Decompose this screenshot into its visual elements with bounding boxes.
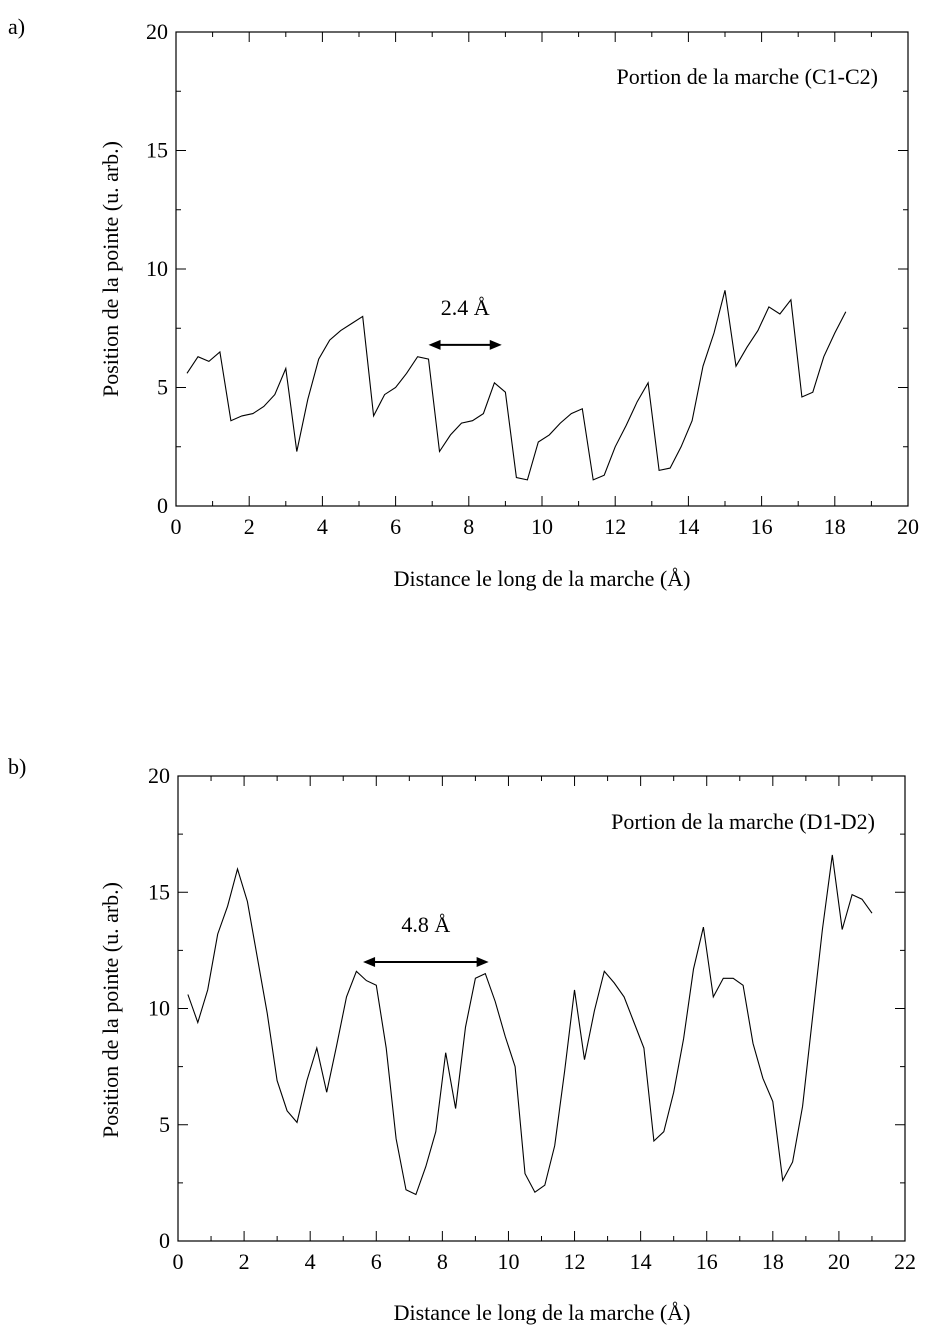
x-axis-label: Distance le long de la marche (Å) (394, 566, 691, 591)
spacing-label: 2.4 Å (441, 295, 490, 320)
x-tick-label: 6 (390, 514, 401, 539)
arrow-head-right (476, 957, 489, 967)
y-tick-label: 20 (148, 763, 170, 788)
spacing-label: 4.8 Å (401, 912, 450, 937)
x-tick-label: 14 (677, 514, 699, 539)
x-tick-label: 4 (305, 1249, 316, 1274)
panel-a: a) 0 2 4 6 8 10 12 14 16 18 20 0 5 10 15 20 Portion de… (8, 14, 919, 591)
x-axis-label: Distance le long de la marche (Å) (394, 1300, 691, 1325)
spacing-arrow (428, 339, 502, 350)
panel-label: a) (8, 14, 25, 39)
x-tick-label: 6 (371, 1249, 382, 1274)
panel-b: b) 0 2 4 6 8 10 12 14 16 18 20 22 0 5 10 15 20 Portion … (8, 754, 916, 1325)
spacing-arrow (363, 957, 489, 967)
x-tick-label: 20 (897, 514, 919, 539)
plot-frame (175, 31, 909, 507)
x-tick-label: 16 (751, 514, 773, 539)
y-axis-label: Position de la pointe (u. arb.) (98, 141, 123, 397)
y-tick-label: 0 (157, 493, 168, 518)
panel-label: b) (8, 754, 26, 779)
x-tick-labels: 0 2 4 6 8 10 12 14 16 18 20 22 (173, 1249, 917, 1274)
y-tick-label: 10 (148, 996, 170, 1021)
x-tick-label: 0 (173, 1249, 184, 1274)
x-tick-label: 2 (244, 514, 255, 539)
x-tick-label: 14 (630, 1249, 652, 1274)
x-tick-label: 10 (497, 1249, 519, 1274)
y-tick-label: 0 (159, 1228, 170, 1253)
y-tick-labels: 0 5 10 15 20 (148, 763, 170, 1253)
x-tick-label: 16 (696, 1249, 718, 1274)
y-tick-label: 20 (146, 19, 168, 44)
plot-frame (177, 775, 906, 1242)
x-tick-label: 0 (171, 514, 182, 539)
ticks-group (177, 775, 906, 1242)
x-tick-label: 2 (239, 1249, 250, 1274)
series-line (187, 854, 873, 1196)
y-tick-label: 15 (146, 138, 168, 163)
y-tick-label: 5 (159, 1112, 170, 1137)
x-tick-label: 4 (317, 514, 328, 539)
series-line (186, 290, 847, 481)
arrow-head-left (363, 957, 376, 967)
x-tick-label: 22 (894, 1249, 916, 1274)
x-tick-label: 18 (762, 1249, 784, 1274)
x-tick-label: 8 (463, 514, 474, 539)
x-tick-labels: 0 2 4 6 8 10 12 14 16 18 20 (171, 514, 920, 539)
x-tick-label: 20 (828, 1249, 850, 1274)
arrow-head-left (428, 339, 441, 350)
x-tick-label: 18 (824, 514, 846, 539)
x-tick-label: 10 (531, 514, 553, 539)
y-tick-label: 5 (157, 375, 168, 400)
annotation-text: Portion de la marche (D1-D2) (611, 809, 875, 834)
ticks-group (175, 31, 909, 507)
y-tick-labels: 0 5 10 15 20 (146, 19, 168, 518)
annotation-text: Portion de la marche (C1-C2) (617, 64, 879, 89)
y-tick-label: 15 (148, 879, 170, 904)
arrow-head-right (489, 339, 502, 350)
x-tick-label: 12 (604, 514, 626, 539)
y-tick-label: 10 (146, 256, 168, 281)
x-tick-label: 12 (564, 1249, 586, 1274)
x-tick-label: 8 (437, 1249, 448, 1274)
y-axis-label: Position de la pointe (u. arb.) (98, 882, 123, 1138)
